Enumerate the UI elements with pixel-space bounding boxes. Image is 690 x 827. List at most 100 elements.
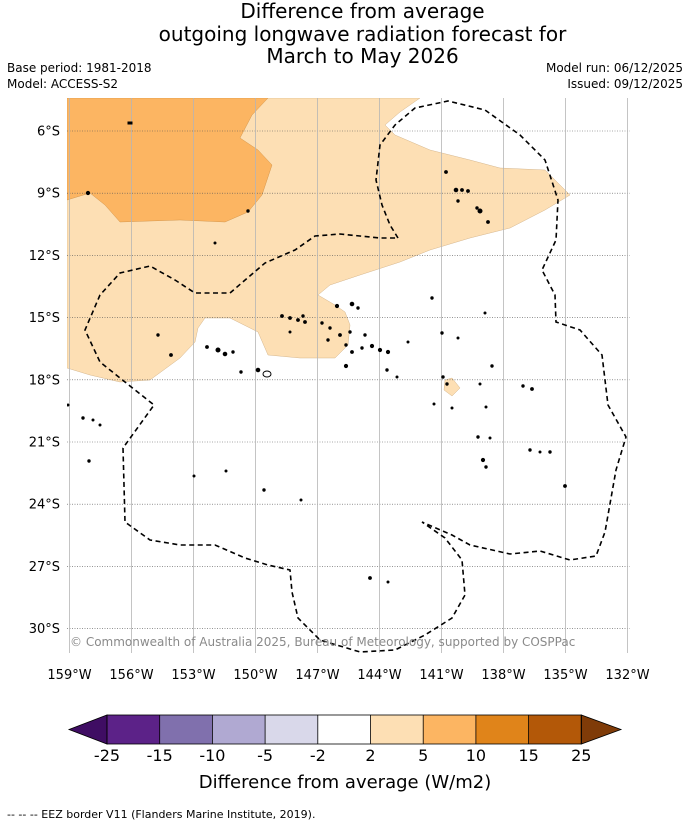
island	[563, 484, 567, 488]
island	[528, 448, 532, 452]
island	[288, 330, 292, 334]
island	[406, 340, 410, 344]
island	[213, 241, 217, 245]
island	[67, 403, 70, 407]
meta-right: Model run: 06/12/2025 Issued: 09/12/2025	[546, 60, 683, 92]
map-plot-area: © Commonwealth of Australia 2025, Bureau…	[67, 98, 630, 653]
longitude-label: 153°W	[171, 668, 215, 683]
latitude-label: 27°S	[29, 560, 60, 575]
eez-legend: -- -- -- EEZ border V11 (Flanders Marine…	[7, 808, 316, 821]
longitude-label: 132°W	[605, 668, 649, 683]
island	[386, 580, 390, 584]
longitude-labels: 159°W 156°W 153°W 150°W 147°W 144°W 141°W 138°W…	[47, 668, 649, 683]
gridlines	[67, 98, 630, 653]
island	[444, 170, 448, 174]
island	[192, 474, 196, 478]
title-line-2: outgoing longwave radiation forecast for	[158, 21, 567, 46]
latitude-label: 24°S	[29, 498, 60, 513]
island	[334, 303, 340, 309]
longitude-label: 141°W	[419, 668, 463, 683]
colorbar-segment	[265, 715, 318, 744]
island	[338, 333, 342, 337]
colorbar-tick-label: -25	[94, 746, 120, 765]
colorbar-label: Difference from average (W/m2)	[199, 772, 491, 793]
latitude-label: 6°S	[37, 125, 60, 140]
colorbar-segment	[475, 715, 529, 744]
title-line-3: March to May 2026	[266, 44, 459, 68]
longitude-label: 144°W	[357, 668, 401, 683]
island	[488, 436, 492, 440]
base-period: Base period: 1981-2018	[7, 61, 152, 75]
title-line-1: Difference from average	[240, 0, 485, 23]
island	[521, 384, 525, 388]
island	[320, 321, 324, 325]
issued-date: Issued: 09/12/2025	[567, 77, 683, 91]
island	[156, 333, 160, 337]
island	[484, 405, 488, 409]
island	[480, 457, 486, 463]
colorbar-segment	[370, 715, 424, 744]
island	[490, 364, 494, 368]
latitude-label: 15°S	[29, 311, 60, 326]
island	[430, 296, 434, 300]
latitude-label: 21°S	[29, 436, 60, 451]
island	[344, 343, 348, 347]
island	[288, 316, 292, 320]
copyright-notice: © Commonwealth of Australia 2025, Bureau…	[70, 635, 575, 649]
island	[377, 347, 383, 353]
islands	[67, 121, 567, 584]
longitude-label: 138°W	[481, 668, 525, 683]
island	[385, 368, 389, 372]
island	[363, 333, 367, 337]
island	[441, 375, 445, 379]
colorbar-tick-label: 5	[418, 746, 428, 765]
island	[328, 326, 332, 330]
island	[478, 382, 482, 386]
latitude-label: 12°S	[29, 249, 60, 264]
island	[296, 318, 300, 322]
island	[348, 330, 352, 334]
island	[360, 346, 364, 350]
island-atoll	[262, 370, 272, 378]
colorbar-tick-label: -2	[310, 746, 326, 765]
island	[476, 435, 480, 439]
model-run: Model run: 06/12/2025	[545, 61, 683, 75]
island	[440, 331, 444, 335]
colorbar-tick-label: -10	[199, 746, 225, 765]
island	[81, 416, 85, 420]
island	[445, 382, 449, 386]
colorbar-extend-high	[580, 714, 623, 745]
longitude-label: 147°W	[295, 668, 339, 683]
island	[450, 406, 454, 410]
island	[466, 189, 470, 193]
island	[215, 347, 221, 353]
colorbar-tick-label: 10	[466, 746, 486, 765]
island	[350, 350, 354, 354]
island	[385, 349, 391, 355]
latitude-label: 9°S	[37, 187, 60, 202]
island	[299, 498, 303, 502]
island	[477, 208, 483, 214]
colorbar-tick-label: -15	[147, 746, 173, 765]
island	[484, 465, 488, 469]
longitude-label: 135°W	[543, 668, 587, 683]
island	[246, 209, 250, 213]
island	[460, 188, 464, 192]
island	[538, 450, 542, 454]
island	[85, 190, 91, 196]
island	[262, 488, 266, 492]
colorbar: -25 -15 -10 -5 -2 2 5 10 15 25	[67, 714, 623, 765]
island	[486, 220, 490, 224]
island	[231, 350, 235, 354]
island	[239, 370, 243, 374]
colorbar-tick-label: 25	[571, 746, 591, 765]
island	[98, 423, 102, 427]
latitude-label: 18°S	[29, 373, 60, 388]
island	[87, 459, 91, 463]
island	[475, 206, 479, 210]
island	[280, 314, 284, 318]
latitude-label: 30°S	[29, 622, 60, 637]
colorbar-tick-label: -5	[257, 746, 273, 765]
colorbar-tick-label: 2	[365, 746, 375, 765]
longitude-label: 159°W	[47, 668, 91, 683]
